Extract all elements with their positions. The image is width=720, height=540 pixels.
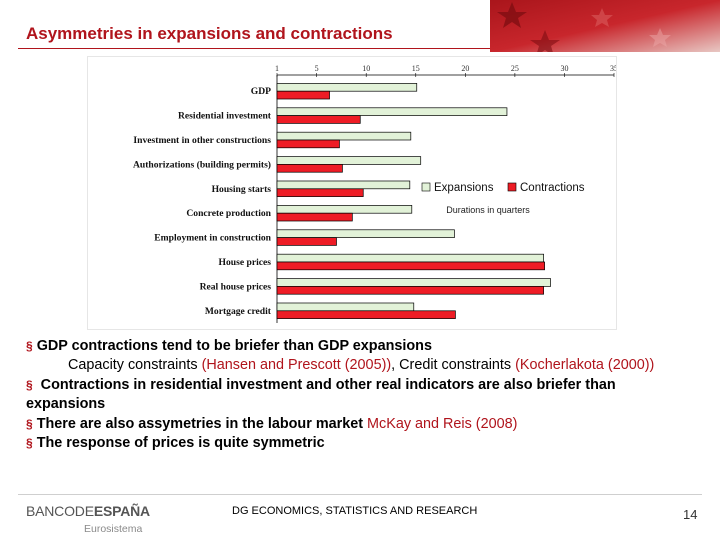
footer-department: DG ECONOMICS, STATISTICS AND RESEARCH [232, 505, 478, 517]
category-label: Housing starts [212, 184, 272, 195]
x-tick-label: 20 [461, 64, 469, 73]
bullet-marker-icon: § [26, 436, 33, 451]
bullet-marker-icon: § [26, 416, 33, 431]
x-tick-label: 35 [610, 64, 616, 73]
chart-panel: 1 5 10 15 20 25 30 35 GDP Residential investment I… [88, 57, 618, 329]
eu-flag-banner [490, 0, 720, 52]
contraction-bar [276, 139, 340, 149]
bullet-1: § GDP contractions tend to be briefer tha… [26, 338, 432, 354]
expansion-bar [276, 205, 413, 214]
category-label: GDP [251, 86, 271, 97]
x-tick-label: 15 [412, 64, 420, 73]
legend-swatch [507, 182, 517, 192]
contraction-bar [276, 212, 353, 222]
expansion-bar [276, 229, 455, 238]
title-rule [18, 48, 490, 49]
legend-label: Expansions [434, 182, 494, 194]
contraction-bar [276, 164, 343, 173]
bullet-1-sub: Capacity constraints (Hansen and Prescot… [68, 357, 655, 374]
star-icon [530, 30, 560, 52]
bullet-4: § The response of prices is quite symmetr… [26, 435, 325, 452]
expansion-bar [276, 131, 412, 141]
category-label: House prices [219, 257, 272, 268]
page-number: 14 [683, 507, 698, 522]
star-icon [649, 28, 671, 47]
contraction-bar [276, 188, 364, 197]
bullet-list: § GDP contractions tend to be briefer tha… [26, 337, 696, 453]
x-tick-label: 25 [511, 64, 519, 73]
expansion-bar [276, 83, 418, 92]
category-label: Real house prices [200, 281, 272, 292]
contraction-bar [276, 286, 544, 295]
bullet-marker-icon: § [26, 377, 33, 392]
banco-de-espana-logo: BANCODEESPAÑA Eurosistema [26, 503, 150, 535]
contraction-bar [276, 115, 361, 124]
legend-swatch [421, 182, 431, 192]
star-icon [497, 2, 527, 28]
contraction-bar [276, 90, 330, 100]
contraction-bar [276, 261, 545, 271]
footer-rule [18, 494, 702, 495]
expansion-bar [276, 278, 551, 287]
category-label: Authorizations (building permits) [133, 159, 271, 170]
expansion-bar [276, 253, 544, 263]
bullet-marker-icon: § [26, 339, 33, 353]
bullet-3: § There are also assymetries in the labou… [26, 415, 518, 432]
x-tick-label: 1 [275, 64, 279, 73]
expansion-bar [276, 302, 415, 312]
star-icon [591, 8, 613, 27]
bullet-2: § Contractions in residential investment… [26, 376, 616, 413]
x-tick-label: 5 [315, 64, 319, 73]
expansion-bar [276, 107, 508, 116]
contraction-bar [276, 237, 337, 246]
expansion-bar [276, 156, 422, 165]
category-label: Employment in construction [154, 233, 271, 244]
x-tick-label: 30 [560, 64, 568, 73]
x-tick-label: 10 [362, 64, 370, 73]
category-label: Concrete production [186, 208, 271, 219]
axis-note: Durations in quarters [446, 205, 530, 215]
category-label: Residential investment [178, 111, 272, 122]
expansion-bar [276, 180, 411, 190]
category-label: Investment in other constructions [133, 135, 271, 146]
slide-title: Asymmetries in expansions and contractio… [26, 24, 393, 43]
category-label: Mortgage credit [205, 306, 272, 317]
contraction-bar [276, 310, 456, 319]
legend-label: Contractions [520, 182, 585, 194]
